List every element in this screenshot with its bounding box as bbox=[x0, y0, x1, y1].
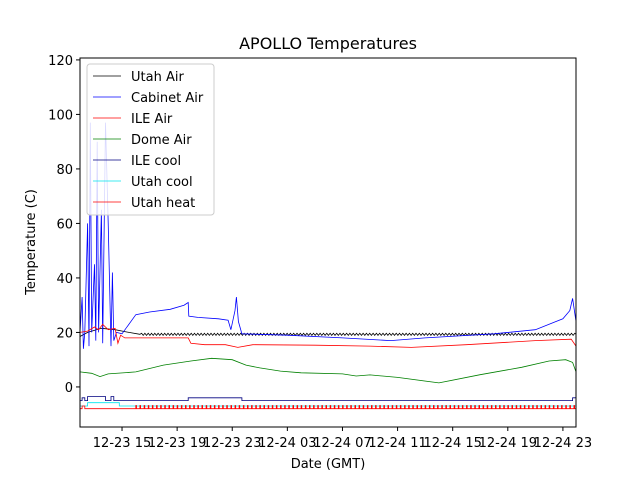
plot-frame bbox=[79, 57, 577, 428]
series-line-ile-air bbox=[79, 323, 577, 348]
legend-label: ILE Air bbox=[131, 112, 173, 127]
legend: Utah Air Cabinet Air ILE Air Dome Air ILE co… bbox=[86, 63, 215, 216]
y-tick-label: 0 bbox=[65, 381, 73, 396]
legend-label: Utah heat bbox=[131, 196, 195, 211]
y-tick-label: 80 bbox=[56, 163, 73, 178]
legend-label: Utah cool bbox=[131, 175, 193, 190]
x-tick-label: 12-24 11 bbox=[368, 436, 426, 451]
series-line-utah-air bbox=[79, 327, 577, 337]
series-line-dome-air bbox=[79, 357, 577, 384]
y-tick-label: 60 bbox=[56, 217, 73, 232]
y-tick-label: 120 bbox=[48, 54, 73, 69]
x-tick-label: 12-24 23 bbox=[534, 436, 592, 451]
y-tick-label: 100 bbox=[48, 108, 73, 123]
series-line-utah-heat bbox=[80, 405, 576, 410]
x-tick-label: 12-24 15 bbox=[423, 436, 481, 451]
x-tick-label: 12-23 19 bbox=[148, 436, 206, 451]
legend-label: Cabinet Air bbox=[131, 91, 204, 106]
y-axis-label: Temperature (C) bbox=[24, 189, 39, 296]
series-line-utah-cool bbox=[80, 402, 576, 407]
chart-title: APOLLO Temperatures bbox=[239, 34, 417, 53]
x-axis-label: Date (GMT) bbox=[291, 457, 366, 472]
y-tick-label: 40 bbox=[56, 272, 73, 287]
x-tick-label: 12-23 23 bbox=[203, 436, 261, 451]
x-tick-label: 12-24 19 bbox=[479, 436, 537, 451]
x-tick-label: 12-24 07 bbox=[313, 436, 371, 451]
x-tick-label: 12-23 15 bbox=[93, 436, 151, 451]
legend-label: Dome Air bbox=[131, 133, 192, 148]
legend-label: ILE cool bbox=[131, 154, 181, 169]
legend-label: Utah Air bbox=[131, 70, 184, 85]
series-line-ile-cool bbox=[80, 396, 576, 402]
series-line-cabinet-air bbox=[79, 122, 577, 349]
y-tick-label: 20 bbox=[56, 326, 73, 341]
x-tick-label: 12-24 03 bbox=[258, 436, 316, 451]
